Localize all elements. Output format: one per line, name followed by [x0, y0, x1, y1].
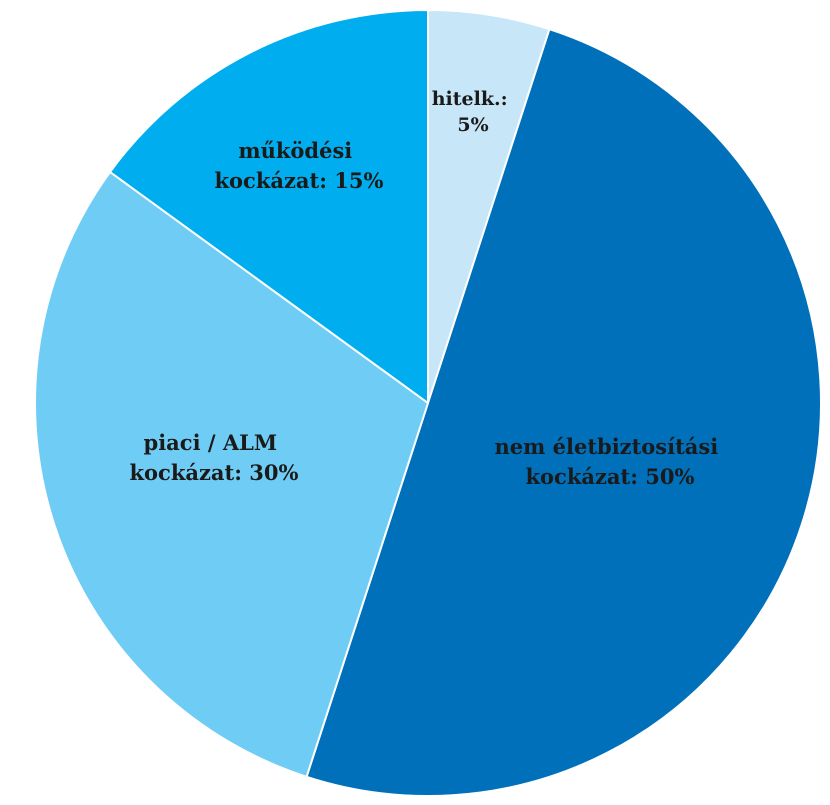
slice-label-piaci: piaci / ALM kockázat: 30% — [130, 430, 299, 485]
pie-labels: hitelk.: 5% nem életbiztosítási kockázat… — [130, 88, 725, 489]
slice-label-hitel: hitelk.: 5% — [432, 88, 515, 136]
pie-slice-mukodesi — [109, 9, 429, 404]
pie-slice-nemelet — [305, 28, 823, 797]
pie-slice-piaci — [34, 171, 429, 778]
slice-label-mukodesi: működési kockázat: 15% — [215, 138, 384, 193]
slice-label-nemelet: nem életbiztosítási kockázat: 50% — [494, 434, 725, 489]
pie-slices — [34, 9, 823, 797]
